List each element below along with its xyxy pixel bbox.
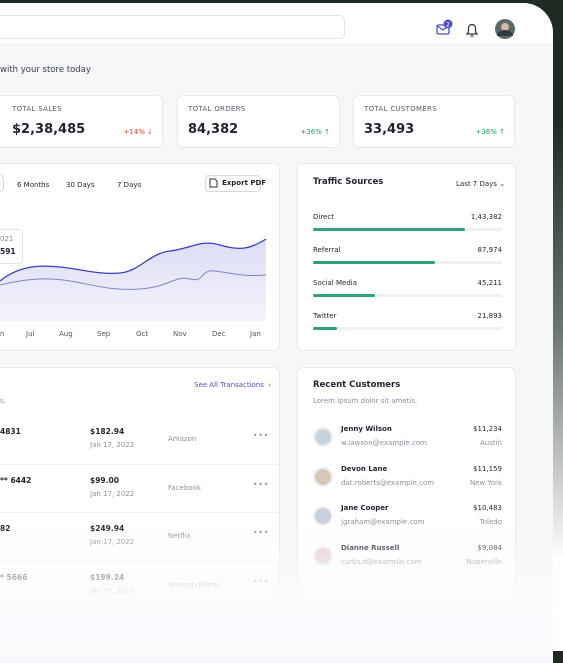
customer-name: Jenny Wilson <box>341 425 392 433</box>
period-dropdown[interactable]: Last 7 Days ⌄ <box>456 180 506 188</box>
customer-email: dat.roberts@example.com <box>341 478 435 487</box>
more-menu[interactable]: ••• <box>253 431 270 440</box>
line-primary <box>0 238 267 282</box>
time-tab[interactable]: 30 Days <box>66 181 95 189</box>
card-number: ** 6442 <box>0 475 32 485</box>
search-input[interactable] <box>0 15 345 39</box>
amount: $182.94 <box>90 427 125 436</box>
date: Jan 17, 2022 <box>90 441 135 449</box>
transactions-subtitle: s. <box>0 397 6 405</box>
card-number: 4831 <box>0 427 21 436</box>
progress-track <box>313 228 502 231</box>
stat-card <box>353 95 515 148</box>
bottom-fade <box>0 523 553 663</box>
source-value: 21,893 <box>477 312 503 320</box>
progress-fill <box>313 228 465 231</box>
source-value: 45,211 <box>477 279 503 287</box>
traffic-title: Traffic Sources <box>313 177 384 187</box>
customers-title: Recent Customers <box>313 380 401 390</box>
month-label: Nov <box>173 330 187 338</box>
month-label: Dec <box>212 330 226 338</box>
progress-fill <box>313 261 435 264</box>
area-fill <box>0 239 266 320</box>
bell-icon[interactable] <box>465 23 479 37</box>
customer-city: Toledo <box>479 518 502 526</box>
progress-track <box>313 261 502 264</box>
header-icons: 2 <box>436 19 515 39</box>
customer-city: New York <box>469 478 502 487</box>
time-tab[interactable]: 7 Days <box>117 181 142 189</box>
pdf-icon <box>209 178 218 188</box>
row-divider <box>0 512 280 513</box>
month-label: Sep <box>97 330 111 338</box>
tooltip <box>0 229 23 264</box>
traffic-card <box>297 163 516 351</box>
stat-label: TOTAL ORDERS <box>188 105 246 113</box>
stat-value: $2,38,485 <box>12 122 86 137</box>
stat-card <box>0 95 163 148</box>
period-label: Last 7 Days <box>456 180 497 188</box>
source-value: 87,974 <box>477 246 503 254</box>
link-text: See All Transactions <box>194 381 264 389</box>
customer-name: Jane Cooper <box>341 504 389 512</box>
customers-subtitle: Lorem ipsum dolor sit ametis. <box>313 397 418 405</box>
time-tab[interactable]: 6 Months <box>17 181 50 189</box>
badge-count: 2 <box>446 21 450 29</box>
month-label: Jul <box>26 330 35 338</box>
customer-amount: $10,483 <box>473 504 502 512</box>
source-name: Social Media <box>313 279 358 287</box>
customer-email: w.lawson@example.com <box>341 439 427 447</box>
stat-label: TOTAL CUSTOMERS <box>364 105 437 113</box>
transactions-link[interactable]: See All Transactions › <box>194 381 272 389</box>
progress-track <box>313 294 502 297</box>
customer-city: Austin <box>480 439 502 447</box>
export-button[interactable]: Export PDF <box>205 175 266 192</box>
merchant: Amazon <box>168 435 197 443</box>
month-label: Aug <box>59 330 73 338</box>
progress-track <box>313 327 502 330</box>
line-secondary <box>0 270 267 290</box>
month-label: n <box>0 330 5 338</box>
month-label: Jan <box>250 330 261 338</box>
amount: $99.00 <box>90 475 119 485</box>
merchant: Facebook <box>168 483 201 492</box>
stat-label: TOTAL SALES <box>12 105 62 113</box>
stat-change: +36% ↑ <box>475 128 505 136</box>
stat-card <box>177 95 340 148</box>
avatar[interactable] <box>495 19 515 39</box>
source-name: Twitter <box>313 312 337 320</box>
date: Jan 17, 2022 <box>90 489 135 498</box>
stat-change: +36% ↑ <box>300 128 330 136</box>
customer-name: Devon Lane <box>341 464 388 473</box>
customer-avatar <box>313 427 333 447</box>
area-chart <box>0 238 267 321</box>
tab-button[interactable] <box>0 175 4 192</box>
customer-avatar <box>313 466 333 487</box>
badge <box>443 19 453 29</box>
row-divider <box>0 463 280 465</box>
stat-value: 84,382 <box>188 122 239 137</box>
more-menu[interactable]: ••• <box>253 479 270 489</box>
stat-change: +14% ↓ <box>123 128 153 136</box>
source-value: 1,43,382 <box>470 213 502 221</box>
stat-value: 33,493 <box>364 122 415 137</box>
month-label: Oct <box>136 330 149 338</box>
tooltip-date: 021 <box>0 235 14 243</box>
screen: 2 with your store today Export PDF 021 5… <box>0 3 553 663</box>
greeting: with your store today <box>0 65 91 75</box>
progress-fill <box>313 327 337 330</box>
customer-email: jgraham@example.com <box>341 518 425 526</box>
source-name: Direct <box>313 213 334 221</box>
source-name: Referral <box>313 246 341 254</box>
tooltip-value: 591 <box>0 247 16 256</box>
customer-amount: $11,234 <box>473 425 502 433</box>
customer-amount: $11,159 <box>473 464 502 473</box>
progress-fill <box>313 294 375 297</box>
